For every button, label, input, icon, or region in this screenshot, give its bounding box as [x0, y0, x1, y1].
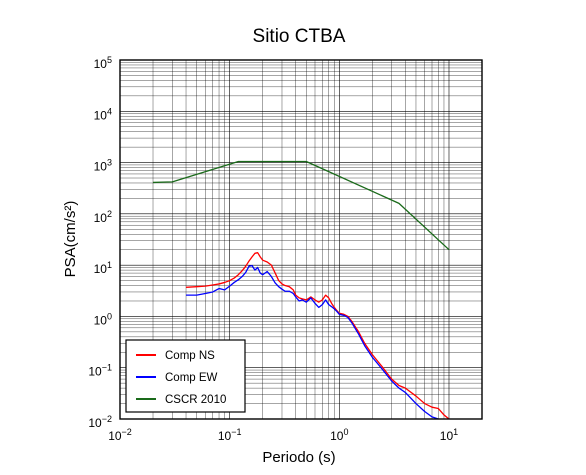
y-tick-label: 100	[94, 311, 112, 327]
y-tick-label: 103	[94, 158, 112, 174]
y-tick-label: 10−2	[88, 414, 112, 430]
y-tick-label: 102	[94, 209, 112, 225]
series-group	[152, 160, 450, 420]
series-line-3	[152, 160, 450, 251]
y-tick-label: 105	[94, 55, 112, 71]
legend-label: Comp EW	[165, 372, 218, 384]
x-tick-label: 100	[330, 427, 348, 443]
legend-label: CSCR 2010	[165, 394, 226, 406]
legend-label: Comp NS	[165, 350, 215, 362]
x-tick-label: 10−2	[108, 427, 132, 443]
y-tick-label: 104	[94, 106, 112, 122]
y-axis-label: PSA(cm/s²)	[62, 201, 79, 278]
chart-title: Sitio CTBA	[253, 26, 346, 47]
grid	[119, 59, 483, 420]
series-line-2	[186, 264, 439, 420]
tick-labels: 10−2 10−1 100 101 10−2 10−1 100 101 102 103 104 105	[88, 55, 458, 443]
legend: Comp NS Comp EW CSCR 2010	[125, 339, 246, 413]
x-tick-label: 10−1	[218, 427, 242, 443]
plot-frame	[119, 59, 483, 420]
x-tick-label: 101	[440, 427, 458, 443]
x-axis-label: Periodo (s)	[262, 449, 335, 466]
y-tick-label: 101	[94, 260, 112, 276]
series-line-1	[185, 252, 450, 420]
y-tick-label: 10−1	[88, 363, 112, 379]
